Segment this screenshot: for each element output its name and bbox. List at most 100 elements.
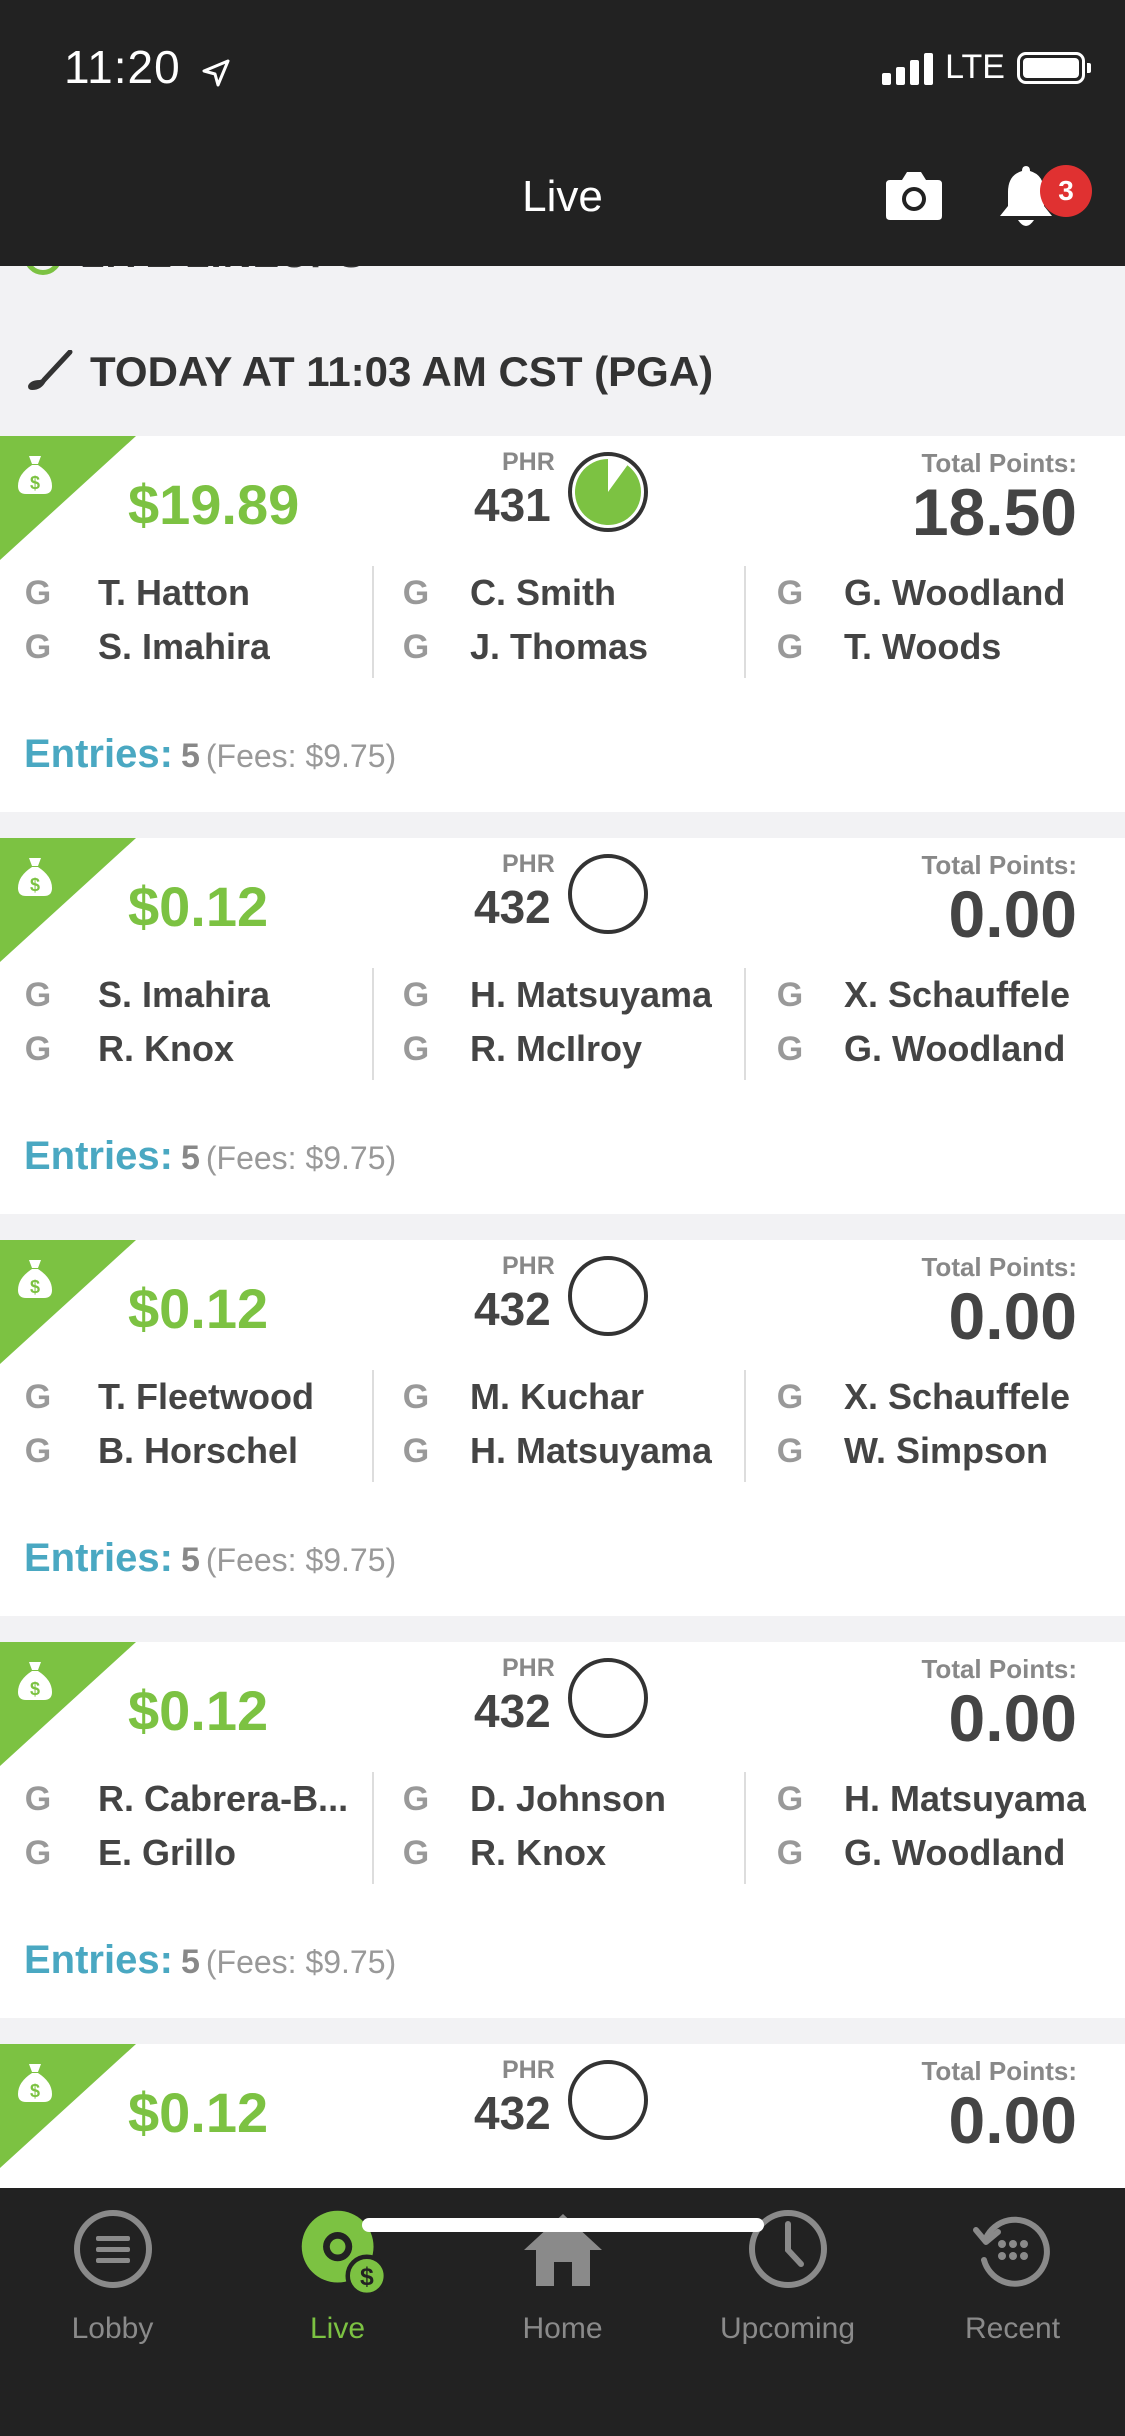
lineup-winnings: $0.12: [128, 2081, 269, 2144]
player-name: J. Thomas: [470, 626, 649, 667]
top-bar: 11:20 LTE Live 3: [0, 0, 1125, 266]
lineup-entries: Entries: 5 (Fees: $9.75): [24, 1536, 396, 1581]
money-bag-icon: $: [18, 1662, 52, 1700]
recent-icon: [973, 2216, 1050, 2287]
lineup-card[interactable]: $ $0.12 PHR 432 Total Points: 0.00: [0, 2044, 1125, 2188]
tab-label-lobby: Lobby: [71, 2312, 154, 2345]
entries-fees: (Fees: $9.75): [205, 738, 397, 774]
entries-count: 5: [180, 1139, 200, 1177]
phr-value: 432: [474, 1283, 551, 1335]
notification-badge[interactable]: 3: [1040, 165, 1092, 217]
money-bag-icon: $: [18, 1260, 52, 1298]
player-column: G H. Matsuyama G G. Woodland: [744, 1772, 1125, 1884]
entries-label: Entries:: [24, 732, 173, 776]
player-position: G: [402, 573, 430, 612]
player-row[interactable]: G C. Smith: [374, 566, 744, 620]
player-name: G. Woodland: [844, 572, 1066, 613]
player-row[interactable]: G R. Knox: [374, 1826, 744, 1880]
entries-label: Entries:: [24, 1938, 173, 1982]
notifications-button[interactable]: [996, 162, 1056, 232]
phr-label: PHR: [502, 448, 555, 476]
player-row[interactable]: G T. Hatton: [0, 566, 370, 620]
player-name: H. Matsuyama: [844, 1778, 1087, 1819]
player-position: G: [776, 1833, 804, 1872]
player-position: G: [24, 573, 52, 612]
entries-count: 5: [180, 1541, 200, 1579]
player-name: D. Johnson: [470, 1778, 666, 1819]
clock-icon: [749, 2210, 827, 2288]
player-position: G: [776, 1779, 804, 1818]
player-row[interactable]: G E. Grillo: [0, 1826, 370, 1880]
player-row[interactable]: G M. Kuchar: [374, 1370, 744, 1424]
total-points-label: Total Points:: [921, 2056, 1077, 2086]
player-row[interactable]: G W. Simpson: [746, 1424, 1125, 1478]
lineup-card[interactable]: $ $0.12 PHR 432 Total Points: 0.00 G R. Cabrera…: [0, 1642, 1125, 2018]
player-row[interactable]: G S. Imahira: [0, 968, 370, 1022]
player-name: S. Imahira: [98, 974, 271, 1015]
player-name: X. Schauffele: [844, 974, 1071, 1015]
player-name: R. Cabrera-B...: [98, 1778, 349, 1819]
entries-label: Entries:: [24, 1536, 173, 1580]
player-row[interactable]: G R. Knox: [0, 1022, 370, 1076]
player-row[interactable]: G G. Woodland: [746, 1022, 1125, 1076]
player-row[interactable]: G B. Horschel: [0, 1424, 370, 1478]
lineup-entries: Entries: 5 (Fees: $9.75): [24, 732, 396, 777]
lineups-list[interactable]: LIVE LINEUPS TODAY AT 11:03 AM CST (PGA)…: [0, 266, 1125, 2188]
player-position: G: [402, 1029, 430, 1068]
player-column: G T. Fleetwood G B. Horschel: [0, 1370, 370, 1482]
section-header-live-lineups: LIVE LINEUPS: [24, 266, 365, 277]
total-points-label: Total Points:: [921, 850, 1077, 880]
player-row[interactable]: G D. Johnson: [374, 1772, 744, 1826]
player-name: G. Woodland: [844, 1028, 1066, 1069]
player-row[interactable]: G T. Fleetwood: [0, 1370, 370, 1424]
player-row[interactable]: G R. Cabrera-B...: [0, 1772, 370, 1826]
total-points-value: 0.00: [948, 1681, 1077, 1755]
player-row[interactable]: G H. Matsuyama: [374, 1424, 744, 1478]
entries-count: 5: [180, 737, 200, 775]
lineup-players: G S. Imahira G R. Knox G H. Matsuyama G R. McIl…: [0, 968, 1125, 1080]
player-column: G C. Smith G J. Thomas: [372, 566, 744, 678]
tab-home[interactable]: Home: [450, 2188, 675, 2378]
tab-upcoming[interactable]: Upcoming: [675, 2188, 900, 2378]
total-points-label: Total Points:: [921, 1252, 1077, 1282]
player-column: G X. Schauffele G G. Woodland: [744, 968, 1125, 1080]
live-icon: $: [301, 2210, 387, 2296]
player-name: B. Horschel: [98, 1430, 299, 1471]
phr-value: 432: [474, 2087, 551, 2139]
tab-recent[interactable]: Recent: [900, 2188, 1125, 2378]
entries-fees: (Fees: $9.75): [205, 1542, 397, 1578]
camera-icon: [886, 172, 942, 220]
tab-live[interactable]: $ Live: [225, 2188, 450, 2378]
player-row[interactable]: G H. Matsuyama: [746, 1772, 1125, 1826]
phr-label: PHR: [502, 2056, 555, 2084]
camera-button[interactable]: [884, 168, 944, 222]
player-row[interactable]: G J. Thomas: [374, 620, 744, 674]
phr-label: PHR: [502, 850, 555, 878]
player-row[interactable]: G X. Schauffele: [746, 1370, 1125, 1424]
money-bag-icon: $: [18, 456, 52, 494]
section-peek-title: LIVE LINEUPS: [80, 266, 365, 276]
player-row[interactable]: G S. Imahira: [0, 620, 370, 674]
player-position: G: [24, 1029, 52, 1068]
home-indicator[interactable]: [362, 2218, 764, 2232]
player-row[interactable]: G R. McIlroy: [374, 1022, 744, 1076]
player-column: G G. Woodland G T. Woods: [744, 566, 1125, 678]
player-row[interactable]: G X. Schauffele: [746, 968, 1125, 1022]
lineup-players: G T. Hatton G S. Imahira G C. Smith G J. Thomas…: [0, 566, 1125, 678]
lineup-card[interactable]: $ $19.89 PHR 431 Total Points: 18.50 G T. Hatto…: [0, 436, 1125, 812]
player-column: G X. Schauffele G W. Simpson: [744, 1370, 1125, 1482]
player-row[interactable]: G G. Woodland: [746, 566, 1125, 620]
tab-lobby[interactable]: Lobby: [0, 2188, 225, 2378]
player-name: G. Woodland: [844, 1832, 1066, 1873]
player-row[interactable]: G G. Woodland: [746, 1826, 1125, 1880]
player-name: M. Kuchar: [470, 1376, 645, 1417]
total-points-value: 0.00: [948, 2083, 1077, 2157]
player-name: H. Matsuyama: [470, 1430, 713, 1471]
lineup-card[interactable]: $ $0.12 PHR 432 Total Points: 0.00 G T. Fleetwo…: [0, 1240, 1125, 1616]
player-position: G: [776, 573, 804, 612]
status-indicators: LTE: [882, 48, 1091, 87]
lineup-card[interactable]: $ $0.12 PHR 432 Total Points: 0.00 G S. Imahira…: [0, 838, 1125, 1214]
player-row[interactable]: G T. Woods: [746, 620, 1125, 674]
player-column: G S. Imahira G R. Knox: [0, 968, 370, 1080]
player-row[interactable]: G H. Matsuyama: [374, 968, 744, 1022]
